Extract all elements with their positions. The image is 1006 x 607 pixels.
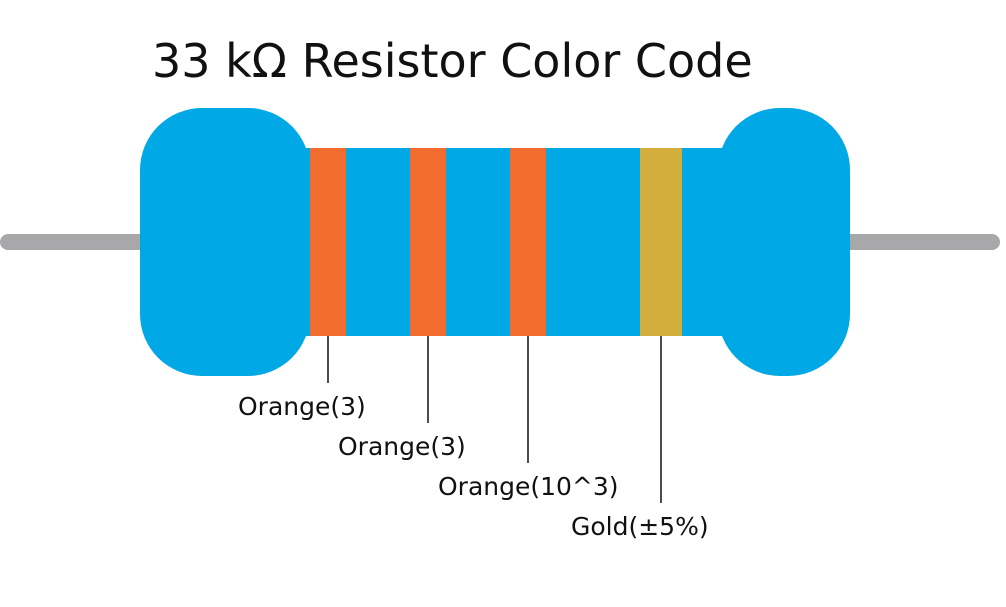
- right-end-cap: [718, 108, 850, 376]
- band-3: [510, 148, 546, 336]
- band-2-label: Orange(3): [338, 432, 466, 461]
- band-4-label: Gold(±5%): [571, 512, 709, 541]
- color-bands: [310, 148, 682, 336]
- page-title: 33 kΩ Resistor Color Code: [152, 34, 753, 88]
- band-1-label: Orange(3): [238, 392, 366, 421]
- band-2: [410, 148, 446, 336]
- band-connectors: [327, 336, 662, 503]
- band-1: [310, 148, 346, 336]
- resistor-body: [140, 108, 850, 376]
- band-3-label: Orange(10^3): [438, 472, 619, 501]
- band-4: [640, 148, 682, 336]
